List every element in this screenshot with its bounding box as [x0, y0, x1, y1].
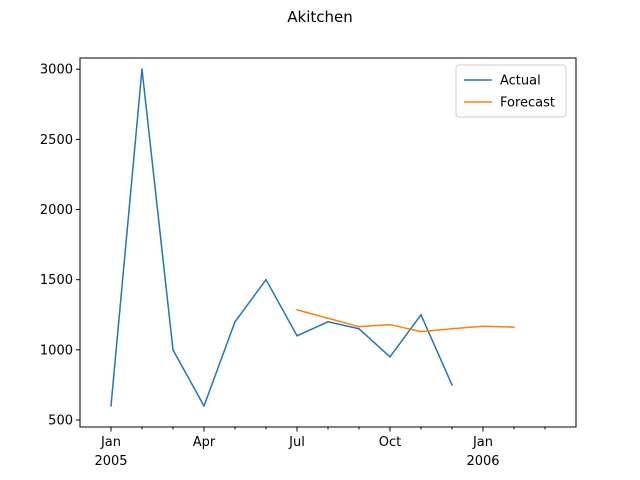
- x-tick-year-label: 2006: [466, 454, 499, 469]
- data-point-forecast: [327, 317, 329, 320]
- y-tick-label: 500: [48, 413, 73, 428]
- legend: Actual Forecast: [455, 64, 567, 118]
- data-point-actual: [234, 320, 236, 323]
- y-tick-label: 1000: [40, 343, 73, 358]
- x-tick-label: Jan: [100, 435, 121, 450]
- x-tick-year-label: 2005: [94, 454, 127, 469]
- data-point-actual: [172, 349, 174, 351]
- axis-layer: 500 1000 1500 2000 2500 3000 Jan 2005 Apr Jul Oct J…: [40, 63, 546, 469]
- x-tick-label: Oct: [379, 435, 401, 450]
- data-point-forecast: [420, 330, 422, 333]
- y-tick-label: 2000: [40, 203, 73, 218]
- series-line-actual: [110, 68, 453, 407]
- x-tick-label: Jul: [288, 435, 305, 450]
- series-layer: [110, 68, 515, 407]
- x-tick-label: Apr: [193, 435, 216, 450]
- data-point-actual: [358, 327, 360, 330]
- x-tick-label: Jan: [472, 435, 493, 450]
- series-line-forecast: [296, 309, 515, 333]
- chart-title: Akitchen: [287, 8, 353, 26]
- data-point-actual: [203, 405, 205, 407]
- data-point-forecast: [389, 323, 391, 326]
- legend-box: [455, 64, 567, 118]
- data-point-actual: [451, 384, 453, 386]
- legend-label-forecast: Forecast: [500, 96, 555, 111]
- data-point-actual: [110, 405, 112, 407]
- y-tick-label: 3000: [40, 63, 73, 78]
- data-point-actual: [141, 68, 143, 71]
- data-point-forecast: [482, 325, 484, 328]
- legend-label-actual: Actual: [500, 74, 541, 89]
- y-tick-label: 2500: [40, 133, 73, 148]
- data-point-actual: [420, 313, 422, 316]
- data-point-actual: [296, 335, 298, 337]
- data-point-actual: [327, 320, 329, 323]
- data-point-forecast: [513, 326, 515, 328]
- data-point-actual: [389, 356, 391, 358]
- y-tick-label: 1500: [40, 273, 73, 288]
- plot-frame: [79, 57, 577, 428]
- data-point-forecast: [358, 325, 360, 328]
- data-point-actual: [265, 278, 267, 281]
- data-point-forecast: [451, 327, 453, 330]
- data-point-forecast: [296, 309, 298, 311]
